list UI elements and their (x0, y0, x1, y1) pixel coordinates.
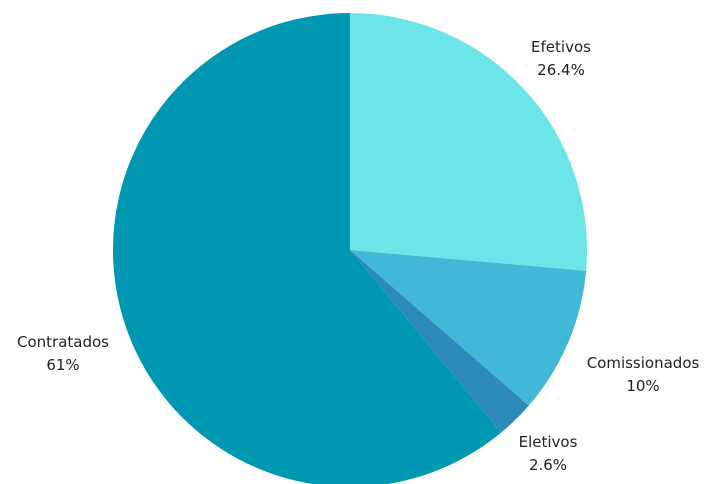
pie-slice-eletivos (350, 250, 529, 433)
slice-label-comissionados: Comissionados (587, 354, 700, 372)
pie-labels: Efetivos 26.4% Comissionados 10% Eletivos 2.6… (17, 38, 699, 474)
pie-slice-contratados (113, 13, 502, 484)
slice-value-eletivos: 2.6% (529, 456, 567, 474)
slice-label-contratados: Contratados (17, 333, 109, 351)
slice-label-eletivos: Eletivos (519, 433, 578, 451)
slice-value-comissionados: 10% (626, 377, 659, 395)
pie-slice-comissionados (350, 250, 587, 406)
slice-label-efetivos: Efetivos (531, 38, 591, 56)
pie-slices (113, 13, 587, 484)
pie-slice-efetivos (350, 13, 587, 271)
slice-value-contratados: 61% (46, 356, 79, 374)
slice-value-efetivos: 26.4% (537, 61, 585, 79)
